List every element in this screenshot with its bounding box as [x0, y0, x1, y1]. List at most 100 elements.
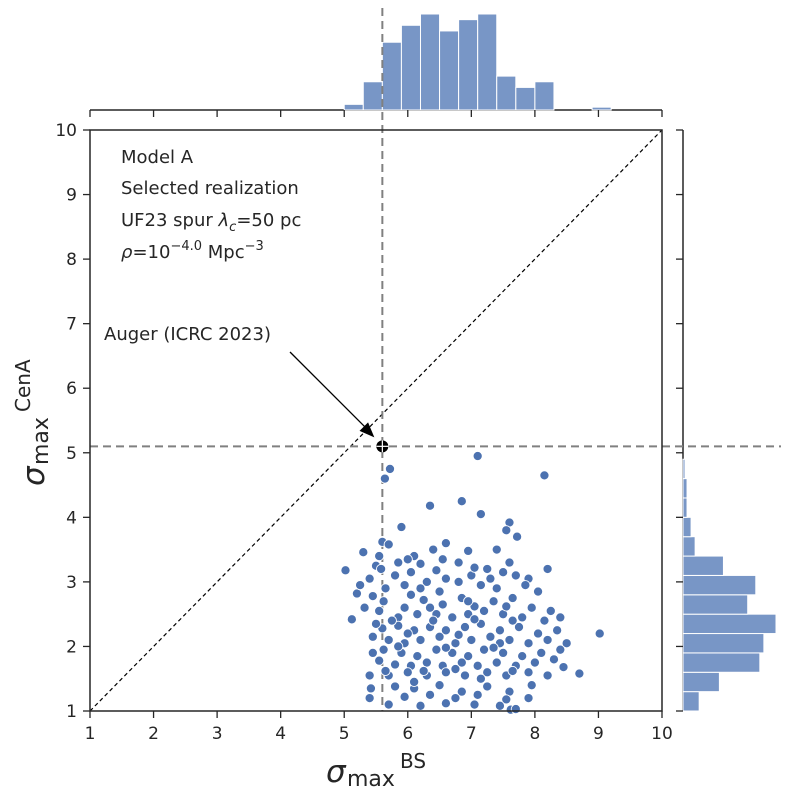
- scatter-point: [469, 699, 480, 710]
- scatter-point: [421, 657, 432, 668]
- scatter-point: [399, 602, 410, 613]
- scatter-point: [440, 573, 451, 584]
- scatter-point: [469, 614, 480, 625]
- scatter-point: [390, 681, 401, 692]
- scatter-point: [453, 629, 464, 640]
- scatter-point: [383, 699, 394, 710]
- scatter-point: [488, 596, 499, 607]
- right-hist-bar: [682, 671, 720, 693]
- right-hist-bar: [682, 594, 749, 615]
- scatter-point: [399, 580, 410, 591]
- scatter-point: [365, 683, 376, 694]
- scatter-point: [418, 665, 429, 677]
- scatter-point: [440, 625, 451, 636]
- x-tick-label: 9: [593, 724, 604, 744]
- scatter-point: [374, 655, 385, 666]
- scatter-point: [494, 625, 505, 636]
- scatter-point: [561, 638, 572, 649]
- scatter-point: [380, 665, 391, 677]
- scatter-point: [555, 644, 566, 655]
- scatter-point: [380, 583, 391, 594]
- auger-reference-marker: [376, 440, 389, 453]
- scatter-point: [510, 704, 521, 715]
- y-axis-label-main: σ: [16, 465, 52, 486]
- right-hist-bar: [682, 536, 696, 557]
- x-tick-label: 4: [275, 724, 286, 744]
- top-hist-bar: [458, 19, 479, 111]
- x-axis-label: σ max BS: [326, 749, 426, 792]
- scatter-point: [510, 570, 521, 581]
- auger-reference-label: Auger (ICRC 2023): [104, 324, 271, 345]
- scatter-point: [491, 544, 502, 555]
- top-hist-bar: [534, 81, 555, 111]
- scatter-point: [428, 615, 439, 626]
- annotation-coherence-length: UF23 spur λc=50 pc: [121, 210, 301, 235]
- scatter-point: [355, 580, 366, 591]
- scatter-point: [482, 563, 493, 575]
- scatter-point: [526, 680, 537, 691]
- scatter-point: [402, 628, 413, 639]
- scatter-point: [491, 583, 502, 594]
- scatter-point: [485, 631, 496, 642]
- y-tick-label: 6: [66, 379, 77, 399]
- y-tick-label: 7: [66, 315, 77, 335]
- scatter-point: [545, 605, 556, 616]
- scatter-point: [431, 644, 442, 655]
- scatter-point: [415, 583, 426, 594]
- scatter-point: [393, 557, 404, 568]
- scatter-point: [523, 638, 534, 649]
- top-marginal-histogram: [90, 13, 662, 111]
- scatter-point: [539, 470, 550, 481]
- scatter-point: [376, 563, 387, 575]
- scatter-point: [390, 570, 401, 581]
- scatter-point: [434, 631, 445, 642]
- scatter-point: [437, 554, 448, 565]
- scatter-point: [523, 667, 534, 678]
- scatter-point: [459, 670, 471, 681]
- scatter-point: [340, 565, 351, 576]
- x-tick-label: 5: [339, 724, 350, 744]
- scatter-point: [412, 651, 423, 662]
- y-axis-label-sub: max: [29, 417, 54, 465]
- scatter-point: [370, 618, 382, 629]
- x-tick-label: 6: [402, 724, 413, 744]
- scatter-point: [475, 509, 486, 520]
- scatter-point: [504, 634, 515, 646]
- scatter-point: [548, 654, 560, 665]
- scatter-point: [346, 614, 357, 625]
- scatter-point: [472, 689, 483, 700]
- scatter-point: [507, 615, 518, 626]
- scatter-point: [440, 698, 451, 709]
- scatter-point: [384, 463, 396, 474]
- scatter-point: [491, 657, 502, 668]
- scatter-point: [542, 670, 553, 681]
- scatter-point: [424, 602, 436, 613]
- x-tick-label: 3: [212, 724, 223, 744]
- scatter-point: [558, 662, 569, 673]
- x-axis-label-sup: BS: [400, 749, 426, 773]
- scatter-point: [482, 681, 493, 692]
- scatter-point: [501, 601, 512, 612]
- scatter-point: [472, 660, 483, 671]
- arrow-head: [359, 422, 375, 438]
- y-axis-label: σ max CenA: [11, 359, 54, 486]
- right-hist-bar: [682, 478, 688, 499]
- scatter-point: [453, 576, 464, 587]
- scatter-point: [412, 609, 423, 620]
- scatter-point: [501, 694, 512, 705]
- x-axis-ticks: 1 2 3 4 5 6 7 8 9 10: [85, 110, 673, 744]
- axes-frame: [89, 129, 663, 712]
- scatter-point: [450, 663, 461, 675]
- annotation-realization: Selected realization: [121, 178, 299, 199]
- scatter-point: [364, 670, 375, 681]
- top-hist-bar: [362, 81, 383, 111]
- scatter-point: [378, 596, 389, 607]
- top-hist-bar: [591, 106, 612, 111]
- scatter-point: [374, 551, 385, 562]
- scatter-point: [453, 557, 464, 568]
- top-hist-bar: [439, 30, 460, 111]
- scatter-point: [434, 586, 445, 597]
- scatter-point: [367, 591, 378, 602]
- scatter-point: [456, 686, 467, 697]
